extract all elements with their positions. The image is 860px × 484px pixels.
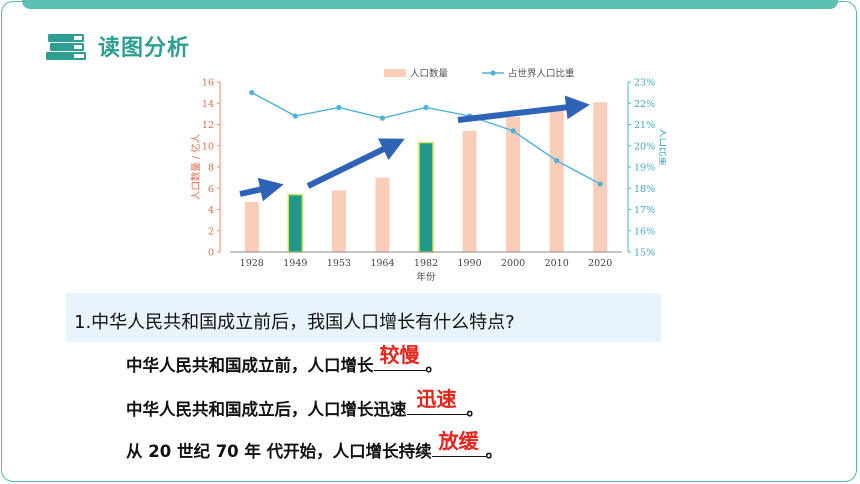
answer-blank-1[interactable]: 较慢 [373,343,426,371]
bar-1982 [418,141,434,253]
answer-line-1: 中华人民共和国成立前，人口增长 较慢。 [126,343,443,376]
right-axis-title: 人口比重 [657,128,666,167]
share-point-1953 [336,104,342,111]
share-point-1982 [423,104,429,111]
population-chart: 1928 1949 1953 1964 1982 1990 2000 2010 2020 年份 0 2… [190,68,666,284]
left-tick-label: 2 [208,226,214,237]
right-tick-label: 18% [634,184,655,195]
share-point-1949 [292,113,298,119]
share-point-2010 [554,158,560,164]
bar-2020 [593,102,608,252]
left-tick-label: 14 [202,99,214,110]
answer-blank-2[interactable]: 迅速 [406,387,467,415]
trend-arrow-before-1949 [239,177,284,202]
bar-1949 [287,193,304,253]
bar-1964 [375,177,390,252]
x-tick-label: 1953 [327,258,351,269]
share-point-2020 [597,181,603,187]
x-tick-label: 2010 [545,258,569,269]
left-tick-label: 0 [208,248,214,259]
bar-2000 [506,117,521,252]
x-tick-label: 1982 [414,258,438,269]
left-tick-label: 4 [208,205,214,216]
right-tick-label: 19% [634,163,655,174]
trend-arrow-after-1982 [457,95,590,123]
x-tick-label: 1964 [370,258,394,269]
answer-line-3-suffix: 。 [485,442,503,461]
answer-line-1-prefix: 中华人民共和国成立前，人口增长 [126,356,374,375]
answer-2: 迅速 [416,387,457,411]
x-tick-label: 2000 [501,258,525,269]
answer-blank-3[interactable]: 放缓 [431,429,486,457]
right-tick-label: 23% [634,78,655,89]
right-tick-label: 22% [634,99,655,110]
legend-line-label: 占世界人口比重 [508,68,575,80]
answer-line-3: 从 20 世纪 70 年 代开始，人口增长持续 放缓。 [126,429,503,462]
legend-line-marker [490,70,496,76]
answer-3: 放缓 [438,429,479,453]
right-tick-label: 15% [634,248,655,259]
trend-arrow-after-1949 [306,138,405,189]
left-tick-label: 8 [208,163,214,174]
bar-1953 [331,190,346,252]
bar-1990 [462,130,477,252]
legend-bar-label: 人口数量 [410,68,449,80]
question-box [66,293,661,342]
left-tick-label: 10 [202,141,214,152]
x-axis-title: 年份 [416,271,436,283]
answer-line-3-prefix: 从 20 世纪 70 年 代开始，人口增长持续 [126,442,432,461]
page-title: 读图分析 [98,36,191,61]
x-tick-label: 1949 [283,258,307,269]
right-tick-label: 21% [634,120,655,131]
share-point-1928 [249,90,255,96]
bar-2010 [549,109,564,252]
answer-line-2: 中华人民共和国成立后，人口增长迅速 迅速。 [126,387,484,420]
right-tick-label: 16% [634,226,655,237]
x-tick-label: 1990 [457,258,481,269]
bar-1928 [244,202,259,252]
left-tick-label: 6 [208,184,214,195]
share-point-1964 [379,115,386,121]
left-tick-label: 16 [202,78,214,89]
answer-line-2-suffix: 。 [466,400,484,419]
top-accent-bar [22,0,838,9]
question-text: 1.中华人民共和国成立前后，我国人口增长有什么特点? [74,312,515,333]
share-point-2000 [510,128,516,134]
right-tick-label: 17% [634,205,655,216]
x-tick-label: 1928 [240,258,264,269]
answer-line-2-prefix: 中华人民共和国成立后，人口增长迅速 [126,400,407,419]
answer-1: 较慢 [379,343,420,367]
x-tick-label: 2020 [588,258,612,269]
answer-line-1-suffix: 。 [425,356,443,375]
right-tick-label: 20% [634,141,655,152]
books-icon [46,34,86,60]
left-tick-label: 12 [202,120,214,131]
legend-bar-swatch [384,69,406,77]
left-axis-title: 人口数量 / 亿人 [190,133,202,200]
